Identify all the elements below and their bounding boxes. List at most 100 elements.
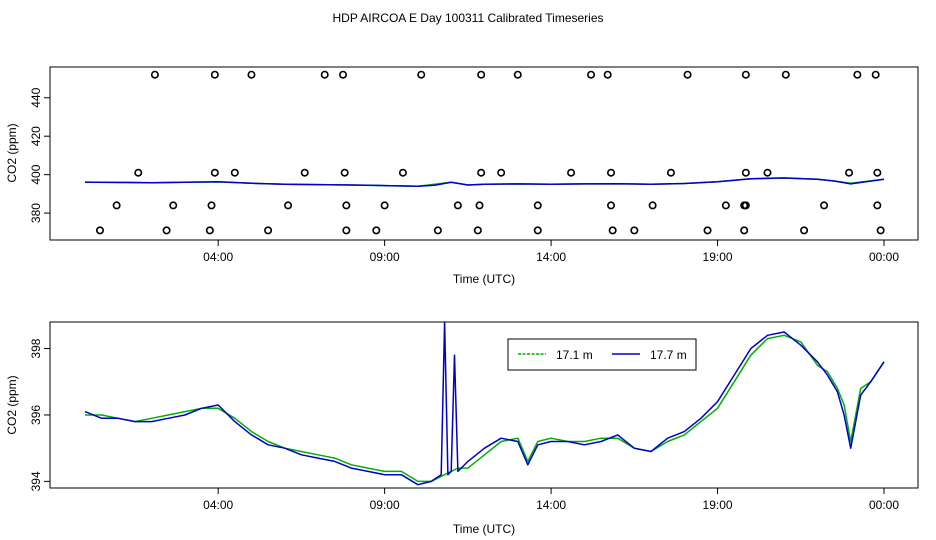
y-tick-label: 398 [29, 338, 43, 358]
y-axis-top: 380 400 420 440 [29, 87, 50, 223]
x-tick-label: 00:00 [869, 250, 899, 264]
scatter-point [264, 226, 273, 235]
series-lines-top [84, 177, 885, 187]
x-tick-label: 19:00 [703, 498, 733, 512]
scatter-point [372, 226, 381, 235]
x-tick-label: 04:00 [203, 250, 233, 264]
scatter-point [871, 70, 880, 79]
scatter-point [340, 168, 349, 177]
scatter-point [607, 168, 616, 177]
x-tick-label: 00:00 [869, 498, 899, 512]
x-tick-label: 04:00 [203, 498, 233, 512]
scatter-point [683, 70, 692, 79]
scatter-point [320, 70, 329, 79]
scatter-points [95, 70, 885, 235]
plot-frame-top [49, 66, 919, 241]
scatter-point [342, 201, 351, 210]
scatter-point [210, 168, 219, 177]
scatter-point [169, 201, 178, 210]
y-tick-label: 420 [29, 126, 43, 146]
scatter-point [648, 201, 657, 210]
scatter-point [150, 70, 159, 79]
y-axis-label-top: CO2 (ppm) [5, 123, 19, 182]
scatter-point [398, 168, 407, 177]
scatter-point [207, 201, 216, 210]
scatter-point [603, 70, 612, 79]
scatter-point [741, 70, 750, 79]
scatter-point [300, 168, 309, 177]
scatter-point [703, 226, 712, 235]
scatter-point [630, 226, 639, 235]
scatter-point [475, 201, 484, 210]
scatter-point [587, 70, 596, 79]
figure-title: HDP AIRCOA E Day 100311 Calibrated Times… [332, 11, 603, 25]
y-tick-label: 396 [29, 405, 43, 425]
scatter-point [247, 70, 256, 79]
scatter-point [853, 70, 862, 79]
y-tick-label: 394 [29, 471, 43, 491]
scatter-point [497, 168, 506, 177]
series-line-17-7-m [84, 177, 885, 187]
scatter-point [433, 226, 442, 235]
scatter-point [533, 226, 542, 235]
x-tick-label: 14:00 [536, 498, 566, 512]
scatter-point [230, 168, 239, 177]
x-axis-bottom: 04:00 09:00 14:00 19:00 00:00 [203, 488, 899, 512]
scatter-point [666, 168, 675, 177]
scatter-point [741, 168, 750, 177]
scatter-point [740, 226, 749, 235]
x-axis-label-bottom: Time (UTC) [453, 522, 515, 536]
scatter-point [162, 226, 171, 235]
y-tick-label: 440 [29, 87, 43, 107]
legend-label-17-7-m: 17.7 m [650, 348, 687, 362]
panel-bottom: 04:00 09:00 14:00 19:00 00:00 394 396 398 Time… [5, 321, 919, 536]
scatter-point [781, 70, 790, 79]
series-line-17-1-m [85, 334, 885, 483]
scatter-point [95, 226, 104, 235]
scatter-point [607, 201, 616, 210]
x-tick-label: 09:00 [370, 498, 400, 512]
scatter-point [513, 70, 522, 79]
scatter-point [608, 226, 617, 235]
scatter-point [763, 168, 772, 177]
plot-frame-bottom [49, 321, 919, 489]
scatter-point [284, 201, 293, 210]
scatter-point [740, 201, 749, 210]
scatter-point [845, 168, 854, 177]
x-tick-label: 19:00 [703, 250, 733, 264]
scatter-point [134, 168, 143, 177]
scatter-point [210, 70, 219, 79]
legend-box [507, 338, 697, 371]
scatter-point [800, 226, 809, 235]
y-axis-label-bottom: CO2 (ppm) [5, 375, 19, 434]
scatter-point [339, 70, 348, 79]
scatter-point [380, 201, 389, 210]
scatter-point [873, 201, 882, 210]
scatter-point [342, 226, 351, 235]
scatter-point [567, 168, 576, 177]
scatter-point [453, 201, 462, 210]
series-lines-bottom [84, 321, 885, 486]
y-tick-label: 380 [29, 203, 43, 223]
scatter-point [873, 168, 882, 177]
scatter-point [876, 226, 885, 235]
scatter-point [112, 201, 121, 210]
scatter-point [417, 70, 426, 79]
x-axis-top: 04:00 09:00 14:00 19:00 00:00 [203, 240, 899, 264]
scatter-point [473, 226, 482, 235]
y-axis-bottom: 394 396 398 [29, 338, 50, 491]
x-tick-label: 14:00 [536, 250, 566, 264]
legend-label-17-1-m: 17.1 m [556, 348, 593, 362]
legend: 17.1 m 17.7 m [507, 338, 697, 371]
scatter-point [721, 201, 730, 210]
x-axis-label-top: Time (UTC) [453, 272, 515, 286]
scatter-point [205, 226, 214, 235]
y-tick-label: 400 [29, 164, 43, 184]
x-tick-label: 09:00 [370, 250, 400, 264]
series-line-17-7-m [84, 321, 885, 486]
scatter-point [533, 201, 542, 210]
panel-top: 04:00 09:00 14:00 19:00 00:00 380 400 420 440 T… [5, 66, 919, 286]
scatter-point [477, 70, 486, 79]
scatter-point [477, 168, 486, 177]
